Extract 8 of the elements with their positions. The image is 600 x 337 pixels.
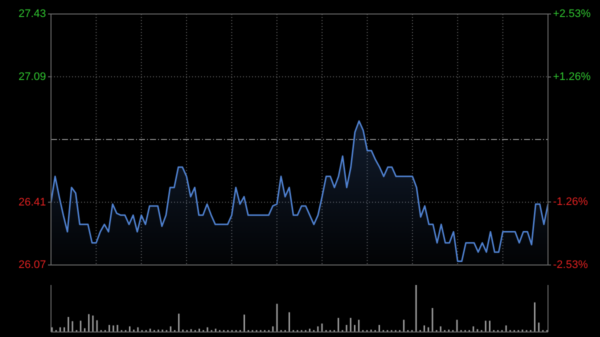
y2-tick-label: +1.26% xyxy=(553,71,591,83)
y2-tick-label: -1.26% xyxy=(553,196,588,208)
y-tick-label: 26.41 xyxy=(18,196,46,208)
y2-tick-label: +2.53% xyxy=(553,8,591,20)
y-tick-label: 26.07 xyxy=(18,259,46,271)
y-tick-label: 27.43 xyxy=(18,8,46,20)
y-tick-label: 27.09 xyxy=(18,70,46,83)
y2-tick-label: -2.53% xyxy=(553,259,588,271)
